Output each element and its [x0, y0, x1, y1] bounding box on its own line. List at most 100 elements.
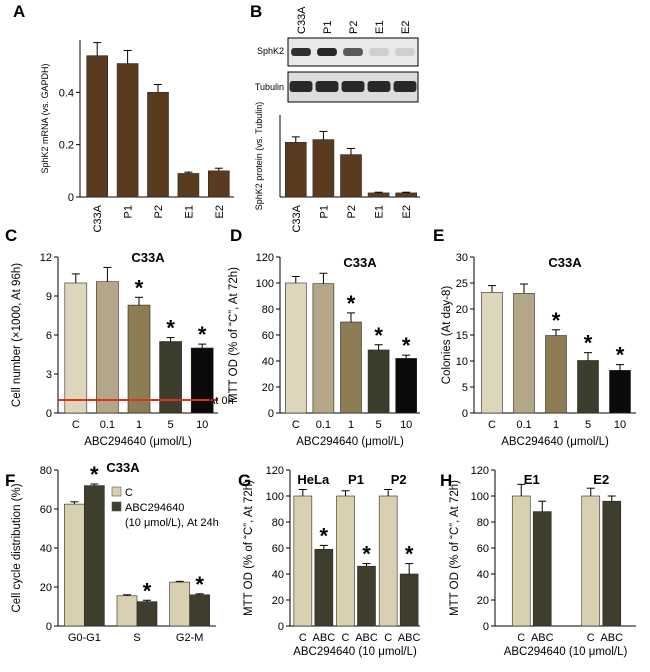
x-tick-label: C — [342, 632, 350, 644]
blot-lane-label: C33A — [296, 6, 308, 34]
panel-label-d: D — [230, 226, 242, 245]
bar — [96, 281, 119, 414]
blot-row-label: Tubulin — [255, 82, 284, 92]
bar — [602, 500, 622, 627]
bar — [147, 92, 169, 198]
blot-band — [315, 81, 339, 92]
y-tick-label: 40 — [40, 543, 52, 555]
bar — [581, 495, 601, 627]
chart-title: C33A — [106, 460, 140, 475]
bar — [357, 565, 376, 627]
x-tick-label: 1 — [348, 419, 354, 431]
significance-star: * — [616, 343, 625, 368]
group-label: P2 — [391, 472, 407, 487]
y-tick-label: 80 — [40, 465, 52, 477]
significance-star: * — [402, 333, 411, 358]
x-tick-label: S — [133, 632, 140, 644]
y-tick-label: 60 — [272, 543, 284, 555]
x-tick-label: E1 — [183, 205, 195, 218]
x-tick-label: ABC — [600, 632, 623, 644]
y-axis-label: MTT OD (% of “C”, At 72h) — [228, 267, 240, 403]
panel-a: A 0 0.2 0.4 SphK2 mRNA (vs. GAPDH) C33A P1 P2 E1… — [13, 2, 234, 233]
y-tick-label: 80 — [262, 304, 274, 316]
y-tick-label: 20 — [477, 595, 489, 607]
y-axis-label: MTT OD (% of “C”, At 72h) — [243, 480, 255, 616]
bar — [378, 495, 398, 627]
x-tick-label: ABC — [531, 632, 554, 644]
x-tick-label: G2-M — [176, 632, 204, 644]
significance-star: * — [143, 578, 152, 603]
x-axis-label: ABC294640 (μmol/L) — [296, 436, 404, 448]
reference-line-label: At 0h — [208, 395, 234, 407]
x-tick-label: P2 — [153, 205, 165, 218]
panel-label-h: H — [440, 471, 452, 490]
x-tick-label: G0-G1 — [68, 632, 101, 644]
y-tick-label: 0.4 — [59, 87, 74, 99]
panel-label-f: F — [5, 471, 15, 490]
x-tick-label: 10 — [614, 419, 626, 431]
blot-band — [341, 81, 365, 92]
group-label: E1 — [524, 472, 540, 487]
y-tick-label: 120 — [256, 252, 274, 264]
significance-star: * — [552, 308, 561, 333]
y-axis-label: Colonies (At day-8) — [441, 286, 453, 385]
significance-star: * — [374, 323, 383, 348]
panel-c: C 0 3 6 9 12 Cell number (×1000, At 96h) C33A C 0… — [5, 226, 234, 448]
legend-swatch — [111, 486, 122, 497]
y-tick-label: 0 — [278, 621, 284, 633]
bar — [481, 292, 503, 414]
blot-band — [369, 48, 389, 56]
x-tick-label: 1 — [136, 419, 142, 431]
x-tick-label: 5 — [168, 419, 174, 431]
bar — [367, 192, 390, 198]
x-tick-label: E2 — [214, 205, 226, 218]
x-tick-label: ABC — [355, 632, 378, 644]
bar — [399, 573, 419, 627]
bar — [189, 594, 210, 627]
y-tick-label: 0 — [462, 408, 468, 420]
bar — [84, 485, 105, 627]
y-tick-label: 0 — [483, 621, 489, 633]
bar — [577, 360, 599, 414]
significance-star: * — [362, 542, 371, 567]
legend-label: C — [125, 487, 133, 499]
panel-label-c: C — [5, 226, 17, 245]
y-tick-label: 40 — [262, 356, 274, 368]
y-tick-label: 60 — [40, 504, 52, 516]
panel-h: H 0 20 40 60 80 100 120 MTT OD (% of “C”, At 72h… — [440, 465, 636, 658]
bar — [64, 503, 85, 627]
y-tick-label: 100 — [471, 491, 489, 503]
significance-star: * — [135, 275, 144, 300]
x-tick-label: 5 — [376, 419, 382, 431]
group-label: P1 — [348, 472, 364, 487]
y-tick-label: 0.2 — [59, 140, 74, 152]
y-tick-label: 3 — [46, 369, 52, 381]
x-tick-label: 0.1 — [316, 419, 331, 431]
x-tick-label: C — [72, 419, 80, 431]
x-tick-label: 10 — [400, 419, 412, 431]
blot-band — [291, 48, 311, 56]
bar — [127, 304, 151, 414]
panel-g: G 0 20 40 60 80 100 120 MTT OD (% of “C”, At 72h… — [238, 465, 421, 658]
x-tick-label: C — [587, 632, 595, 644]
x-tick-label: 1 — [553, 419, 559, 431]
significance-star: * — [166, 316, 175, 341]
y-tick-label: 80 — [477, 517, 489, 529]
blot-lane-label: P2 — [348, 21, 360, 34]
bar — [609, 370, 631, 414]
bar — [86, 55, 108, 198]
significance-star: * — [584, 331, 593, 356]
y-tick-label: 20 — [272, 595, 284, 607]
bar — [116, 595, 138, 627]
y-tick-label: 0 — [46, 408, 52, 420]
bar — [395, 358, 418, 414]
x-tick-label: C — [384, 632, 392, 644]
chart-title: C33A — [343, 255, 377, 270]
y-tick-label: 20 — [40, 582, 52, 594]
y-axis-label: SphK2 mRNA (vs. GAPDH) — [40, 63, 50, 173]
blot-band — [317, 48, 337, 56]
x-axis-label: ABC294640 (μmol/L) — [84, 436, 192, 448]
chart-title: C33A — [548, 255, 582, 270]
x-tick-label: P1 — [318, 205, 330, 218]
